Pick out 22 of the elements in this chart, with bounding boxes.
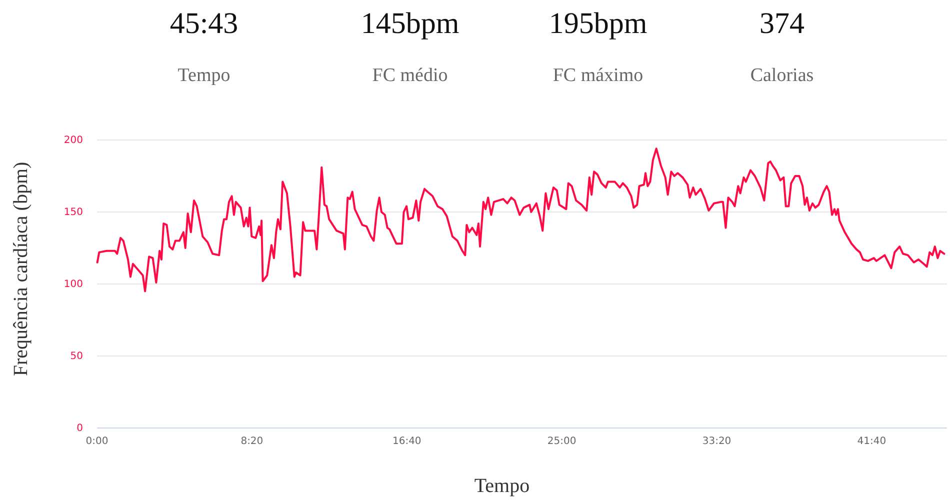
text: 195bpm: [548, 7, 648, 40]
y-tick-label: 50: [70, 351, 83, 362]
line-series: [96, 148, 946, 292]
x-tick-label: 33:20: [702, 436, 732, 448]
x-tick-label: 25:00: [547, 436, 576, 448]
y-tick-label: 200: [64, 135, 83, 146]
x-tick-label: 41:40: [857, 436, 886, 448]
text: FC máximo: [552, 65, 644, 86]
y-tick-label: 150: [64, 207, 83, 218]
text: Calorias: [750, 65, 814, 86]
text: 145bpm: [360, 7, 460, 40]
text: 374: [760, 7, 804, 40]
text: Tempo: [178, 65, 230, 86]
text: 45:43: [170, 7, 238, 40]
x-tick-label: 0:00: [86, 436, 108, 448]
x-tick-label: 8:20: [240, 436, 264, 448]
x-axis-title: Tempo: [474, 475, 530, 497]
y-axis-title: Frequência cardíaca (bpm): [10, 162, 32, 376]
x-tick-label: 16:40: [392, 436, 422, 448]
text: FC médio: [372, 65, 448, 86]
y-tick-label: 100: [64, 279, 83, 290]
y-tick-label: 0: [76, 423, 83, 434]
